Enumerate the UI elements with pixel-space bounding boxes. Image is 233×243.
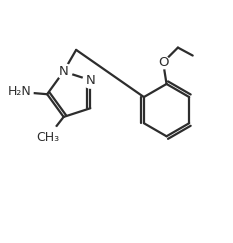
- Text: O: O: [158, 56, 168, 69]
- Text: CH₃: CH₃: [36, 131, 59, 144]
- Text: N: N: [59, 65, 69, 78]
- Text: N: N: [86, 74, 95, 87]
- Text: H₂N: H₂N: [8, 86, 32, 98]
